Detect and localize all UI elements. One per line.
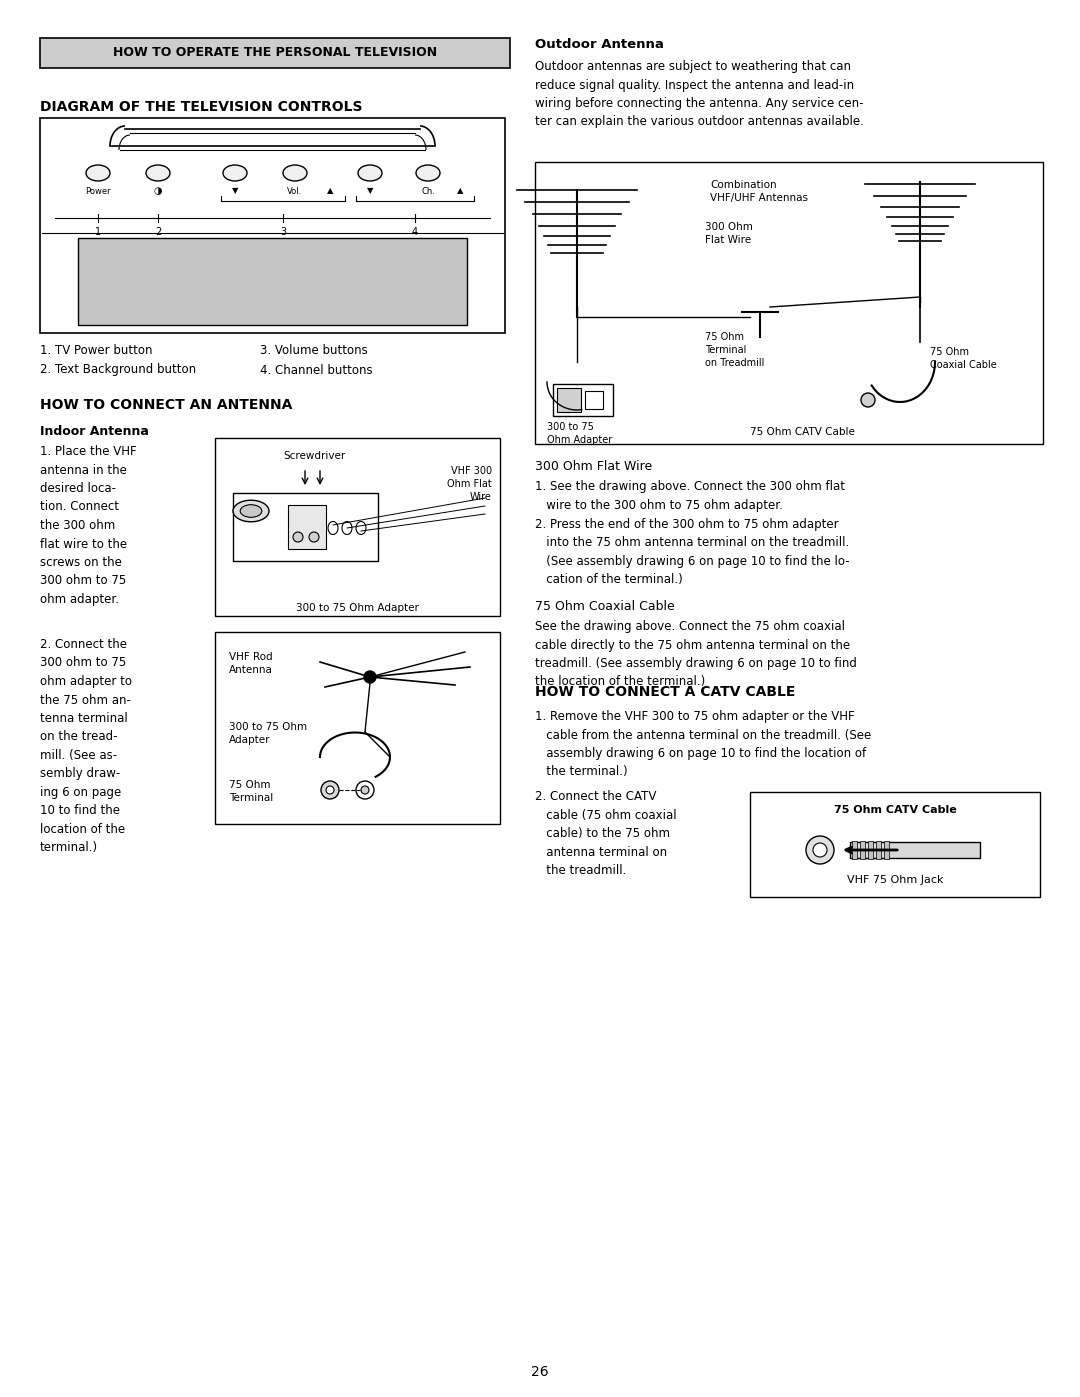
Ellipse shape <box>233 500 269 522</box>
Text: 300 to 75 Ohm
Adapter: 300 to 75 Ohm Adapter <box>229 722 307 745</box>
Bar <box>557 388 581 412</box>
Text: 75 Ohm
Terminal
on Treadmill: 75 Ohm Terminal on Treadmill <box>705 332 765 369</box>
Text: 3: 3 <box>280 226 286 237</box>
Bar <box>215 631 500 824</box>
Circle shape <box>364 671 376 683</box>
Text: 3. Volume buttons: 3. Volume buttons <box>260 344 368 356</box>
Ellipse shape <box>342 521 352 535</box>
Bar <box>40 117 505 332</box>
Bar <box>885 841 889 859</box>
Bar <box>78 237 467 326</box>
Ellipse shape <box>356 521 366 535</box>
Bar <box>553 384 613 416</box>
Bar <box>585 391 603 409</box>
Text: Outdoor Antenna: Outdoor Antenna <box>535 38 664 52</box>
Text: 75 Ohm Coaxial Cable: 75 Ohm Coaxial Cable <box>535 599 675 613</box>
Text: Outdoor antennas are subject to weathering that can
reduce signal quality. Inspe: Outdoor antennas are subject to weatheri… <box>535 60 864 129</box>
Text: 2. Connect the
300 ohm to 75
ohm adapter to
the 75 ohm an-
tenna terminal
on the: 2. Connect the 300 ohm to 75 ohm adapter… <box>40 638 132 855</box>
Bar <box>535 162 1043 444</box>
Text: 2: 2 <box>154 226 161 237</box>
Text: VHF Rod
Antenna: VHF Rod Antenna <box>229 652 273 675</box>
Text: 2. Connect the CATV
   cable (75 ohm coaxial
   cable) to the 75 ohm
   antenna : 2. Connect the CATV cable (75 ohm coaxia… <box>535 789 677 877</box>
Ellipse shape <box>240 504 261 517</box>
Text: 2. Text Background button: 2. Text Background button <box>40 363 197 377</box>
Ellipse shape <box>806 835 834 863</box>
Text: 1. See the drawing above. Connect the 300 ohm flat
   wire to the 300 ohm to 75 : 1. See the drawing above. Connect the 30… <box>535 481 845 511</box>
Text: ▼: ▼ <box>232 187 239 196</box>
Ellipse shape <box>146 165 170 182</box>
Ellipse shape <box>222 165 247 182</box>
Circle shape <box>321 781 339 799</box>
Ellipse shape <box>416 165 440 182</box>
Text: 2. Press the end of the 300 ohm to 75 ohm adapter
   into the 75 ohm antenna ter: 2. Press the end of the 300 ohm to 75 oh… <box>535 518 850 587</box>
Text: 75 Ohm
Terminal: 75 Ohm Terminal <box>229 780 273 803</box>
Text: Vol.: Vol. <box>287 187 302 196</box>
Text: HOW TO OPERATE THE PERSONAL TELEVISION: HOW TO OPERATE THE PERSONAL TELEVISION <box>113 46 437 60</box>
Text: ◑: ◑ <box>153 186 162 196</box>
Circle shape <box>861 393 875 407</box>
Text: 300 Ohm
Flat Wire: 300 Ohm Flat Wire <box>705 222 753 246</box>
Text: 75 Ohm CATV Cable: 75 Ohm CATV Cable <box>750 427 855 437</box>
Bar <box>40 38 510 68</box>
Ellipse shape <box>813 842 827 856</box>
Text: 300 to 75
Ohm Adapter: 300 to 75 Ohm Adapter <box>546 422 612 446</box>
Circle shape <box>326 787 334 793</box>
Text: 1. Remove the VHF 300 to 75 ohm adapter or the VHF
   cable from the antenna ter: 1. Remove the VHF 300 to 75 ohm adapter … <box>535 710 872 778</box>
Text: 1. TV Power button: 1. TV Power button <box>40 344 152 356</box>
Text: HOW TO CONNECT A CATV CABLE: HOW TO CONNECT A CATV CABLE <box>535 685 795 698</box>
Text: 1. Place the VHF
antenna in the
desired loca-
tion. Connect
the 300 ohm
flat wir: 1. Place the VHF antenna in the desired … <box>40 446 137 606</box>
Text: Power: Power <box>85 187 111 196</box>
Text: See the drawing above. Connect the 75 ohm coaxial
cable directly to the 75 ohm a: See the drawing above. Connect the 75 oh… <box>535 620 856 689</box>
Bar <box>750 792 1040 897</box>
Circle shape <box>356 781 374 799</box>
Bar <box>852 841 858 859</box>
Ellipse shape <box>283 165 307 182</box>
Text: ▼: ▼ <box>367 187 374 196</box>
Text: Screwdriver: Screwdriver <box>284 451 346 461</box>
Text: HOW TO CONNECT AN ANTENNA: HOW TO CONNECT AN ANTENNA <box>40 398 293 412</box>
Text: DIAGRAM OF THE TELEVISION CONTROLS: DIAGRAM OF THE TELEVISION CONTROLS <box>40 101 363 115</box>
Text: ▲: ▲ <box>457 187 463 196</box>
Text: VHF 75 Ohm Jack: VHF 75 Ohm Jack <box>847 875 943 886</box>
Bar <box>876 841 881 859</box>
Ellipse shape <box>309 532 319 542</box>
Text: Ch.: Ch. <box>421 187 435 196</box>
Ellipse shape <box>328 521 338 535</box>
Bar <box>288 504 326 549</box>
Circle shape <box>361 787 369 793</box>
Text: Combination
VHF/UHF Antennas: Combination VHF/UHF Antennas <box>710 180 808 203</box>
Bar <box>850 842 980 858</box>
Text: 300 to 75 Ohm Adapter: 300 to 75 Ohm Adapter <box>296 604 418 613</box>
Text: 1: 1 <box>95 226 102 237</box>
Text: 300 Ohm Flat Wire: 300 Ohm Flat Wire <box>535 460 652 474</box>
Bar <box>233 493 378 562</box>
Text: 4: 4 <box>411 226 418 237</box>
Ellipse shape <box>86 165 110 182</box>
Bar <box>860 841 865 859</box>
Bar <box>215 439 500 616</box>
Text: ▲: ▲ <box>327 187 334 196</box>
Text: VHF 300
Ohm Flat
Wire: VHF 300 Ohm Flat Wire <box>447 467 492 503</box>
Text: 75 Ohm
Coaxial Cable: 75 Ohm Coaxial Cable <box>930 346 997 370</box>
Text: 75 Ohm CATV Cable: 75 Ohm CATV Cable <box>834 805 957 814</box>
Ellipse shape <box>357 165 382 182</box>
Text: 26: 26 <box>531 1365 549 1379</box>
Ellipse shape <box>293 532 303 542</box>
Bar <box>868 841 873 859</box>
Text: 4. Channel buttons: 4. Channel buttons <box>260 363 373 377</box>
Text: Indoor Antenna: Indoor Antenna <box>40 425 149 439</box>
